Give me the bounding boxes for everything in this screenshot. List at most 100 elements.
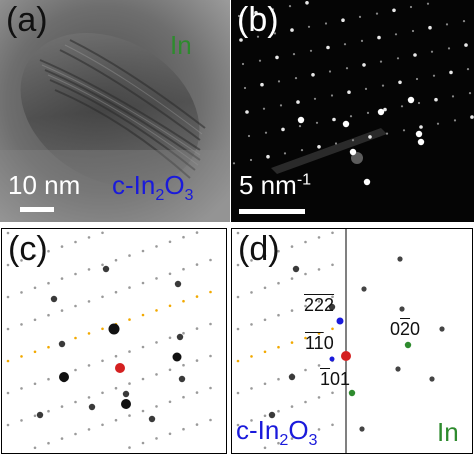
lattice-spot [141, 377, 145, 381]
diffraction-spot [326, 45, 330, 50]
diffraction-spot [313, 97, 317, 100]
lattice-spot [33, 446, 37, 450]
lattice-spot [168, 368, 172, 372]
highlight-row-spot [236, 359, 240, 363]
lattice-spot [277, 409, 280, 413]
lattice-spot [263, 446, 267, 450]
lattice-spot [182, 235, 185, 239]
bright-diffraction-spot [415, 130, 423, 138]
strong-lattice-spot [58, 340, 66, 348]
in2o3-phase-label-a: c-In2O3 [112, 170, 194, 205]
lattice-spot [304, 240, 307, 244]
bright-diffraction-spot [407, 96, 415, 104]
bright-diffraction-spot [377, 108, 385, 116]
lattice-spot [263, 254, 267, 258]
in-lattice-spot [397, 256, 403, 262]
diffraction-spot [434, 97, 438, 102]
panel-a-label: (a) [6, 1, 48, 39]
diffraction-spot [324, 22, 328, 25]
diffraction-spot [254, 10, 258, 15]
lattice-spot [155, 437, 158, 440]
strong-lattice-spot [176, 333, 184, 341]
lattice-spot [195, 327, 199, 330]
lattice-spot [155, 245, 158, 248]
diffraction-spot [281, 127, 285, 132]
highlight-row-spot [304, 336, 307, 340]
diffraction-spot [392, 8, 396, 13]
lattice-spot [47, 313, 50, 317]
diffraction-spot [243, 86, 247, 90]
highlight-row-spot [182, 299, 185, 303]
panel-c-label: (c) [8, 230, 48, 268]
lattice-spot [277, 377, 280, 381]
lattice-spot [250, 259, 253, 262]
highlight-row-spot [195, 295, 199, 298]
lattice-spot [155, 405, 158, 408]
panel-b-label: (b) [237, 1, 279, 39]
tem-texture [0, 0, 230, 222]
lattice-spot [331, 263, 334, 267]
diffraction-spot [398, 80, 402, 85]
simulated-spots-c [6, 231, 212, 450]
lattice-spot [114, 354, 118, 358]
strong-lattice-spot [102, 265, 110, 273]
lattice-spot [74, 272, 77, 276]
lattice-spot [195, 359, 199, 362]
origin-spot [115, 363, 125, 373]
lattice-spot [20, 387, 23, 390]
lattice-spot [209, 386, 212, 390]
diffraction-spot [305, 1, 309, 5]
diffraction-spot [462, 20, 466, 23]
lattice-spot [20, 323, 23, 326]
lattice-spot [155, 277, 158, 280]
diffraction-spots [232, 1, 474, 186]
diffraction-spot [430, 50, 434, 53]
highlight-row-spot [263, 350, 267, 354]
lattice-spot [209, 418, 212, 422]
diffraction-spot [273, 32, 277, 35]
diffraction-spot [266, 154, 270, 159]
lattice-spot [6, 423, 10, 427]
lattice-spot [6, 263, 10, 267]
lattice-spot [236, 391, 240, 395]
diffraction-spot [347, 90, 351, 94]
lattice-spot [236, 327, 240, 331]
lattice-spot [209, 354, 212, 358]
strong-lattice-spot [122, 390, 130, 398]
lattice-spot [317, 364, 321, 367]
lattice-spot [250, 387, 253, 390]
lattice-spot [195, 231, 199, 234]
lattice-spot [290, 245, 294, 248]
highlight-row-spot [6, 359, 10, 363]
highlight-row-spot [290, 341, 294, 344]
lattice-spot [182, 427, 185, 431]
lattice-spot [128, 350, 131, 353]
lattice-spot [6, 327, 10, 331]
highlight-row-spot [47, 345, 50, 349]
strong-lattice-spot [121, 399, 131, 409]
lattice-spot [236, 231, 240, 235]
lattice-spot [290, 277, 294, 280]
diffraction-spot [466, 68, 470, 71]
lattice-spot [60, 405, 64, 408]
diffraction-spot [432, 74, 436, 77]
lattice-spot [331, 295, 334, 299]
diffraction-spot [239, 38, 243, 42]
lattice-spot [20, 419, 23, 422]
lattice-spot [317, 396, 321, 399]
lattice-spot [236, 423, 240, 427]
in-lattice-spot [439, 326, 445, 332]
index-020: 020 [390, 319, 421, 339]
highlight-row-spot [101, 327, 104, 331]
diffraction-spot [249, 158, 253, 162]
diffraction-spot [394, 33, 398, 36]
diffraction-spot [375, 12, 379, 15]
panel-c-simulated-pattern: (c) [1, 228, 227, 454]
lattice-spot [317, 236, 321, 239]
lattice-spot [47, 441, 50, 445]
diffraction-spot [364, 87, 368, 90]
diffraction-spot [413, 53, 417, 57]
lattice-spot [101, 231, 104, 235]
lattice-spot [74, 400, 77, 404]
diffraction-spot [385, 132, 389, 135]
